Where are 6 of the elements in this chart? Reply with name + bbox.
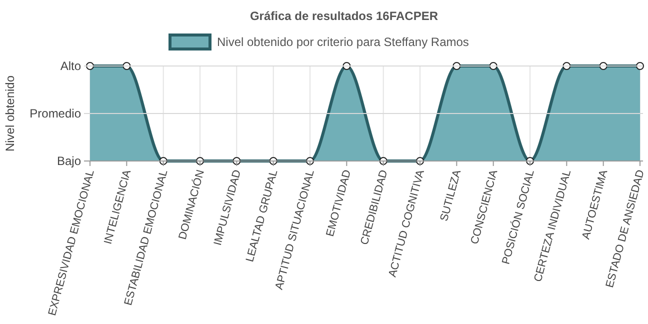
chart-title: Gráfica de resultados 16FACPER bbox=[250, 9, 438, 23]
y-axis-title: Nivel obtenido bbox=[3, 75, 17, 152]
legend-label: Nivel obtenido por criterio para Steffany Ramos bbox=[217, 35, 469, 49]
text: Bajo bbox=[56, 154, 82, 168]
text: Alto bbox=[60, 59, 82, 73]
text: Promedio bbox=[30, 106, 82, 120]
